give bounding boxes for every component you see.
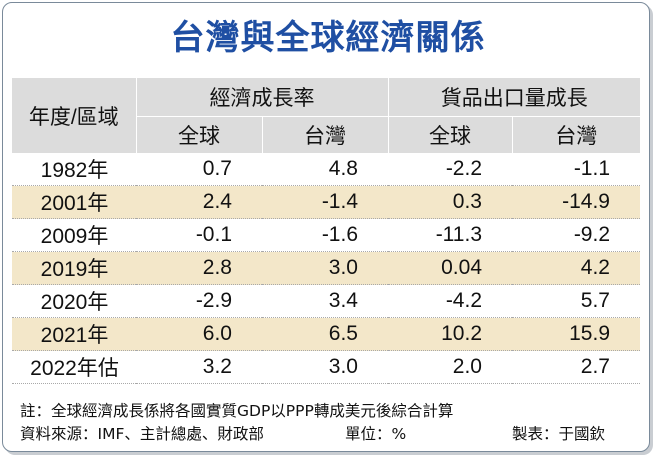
subheader-gdp-taiwan: 台灣: [262, 116, 389, 153]
header-group-gdp-growth: 經濟成長率: [136, 78, 389, 117]
cell-export-global: 0.3: [388, 185, 512, 219]
cell-gdp-global: -2.9: [136, 284, 262, 318]
header-region: 年度/區域: [12, 78, 137, 153]
cell-gdp-taiwan: 3.4: [262, 284, 388, 318]
cell-export-taiwan: 5.7: [512, 284, 640, 318]
cell-gdp-taiwan: 4.8: [262, 153, 388, 186]
table-row: 2001年 2.4 -1.4 0.3 -14.9: [12, 185, 640, 219]
cell-gdp-global: 0.7: [136, 153, 262, 186]
table-row: 2009年 -0.1 -1.6 -11.3 -9.2: [12, 218, 640, 252]
cell-gdp-global: 6.0: [136, 317, 262, 351]
row-year: 2001年: [12, 185, 136, 219]
subheader-gdp-global: 全球: [136, 116, 263, 153]
cell-export-taiwan: 15.9: [512, 317, 640, 351]
table-row: 2019年 2.8 3.0 0.04 4.2: [12, 251, 640, 285]
cell-gdp-global: -0.1: [136, 218, 262, 252]
row-year: 2022年估: [12, 350, 136, 384]
cell-gdp-taiwan: -1.4: [262, 185, 388, 219]
cell-export-global: 2.0: [388, 350, 512, 384]
cell-export-global: -2.2: [388, 153, 512, 186]
table-row: 2022年估 3.2 3.0 2.0 2.7: [12, 350, 640, 384]
data-table: 年度/區域 經濟成長率 貨品出口量成長 全球 台灣 全球 台灣 1982年 0.…: [12, 78, 640, 384]
table-row: 2021年 6.0 6.5 10.2 15.9: [12, 317, 640, 351]
cell-gdp-taiwan: -1.6: [262, 218, 388, 252]
unit-label: 單位：%: [345, 425, 407, 443]
cell-gdp-taiwan: 6.5: [262, 317, 388, 351]
data-source: 資料來源：IMF、主計總處、財政部: [20, 425, 264, 443]
source-line: 資料來源：IMF、主計總處、財政部 單位：% 製表：于國欽: [20, 422, 640, 444]
cell-export-global: 10.2: [388, 317, 512, 351]
footnote: 註：全球經濟成長係將各國實質GDP以PPP轉成美元後綜合計算: [20, 402, 454, 420]
subheader-export-taiwan: 台灣: [512, 116, 640, 153]
cell-export-global: -11.3: [388, 218, 512, 252]
row-year: 2019年: [12, 251, 136, 285]
page-title: 台灣與全球經濟關係: [170, 18, 486, 58]
subheader-export-global: 全球: [388, 116, 513, 153]
table-row: 2020年 -2.9 3.4 -4.2 5.7: [12, 284, 640, 318]
cell-gdp-global: 2.8: [136, 251, 262, 285]
cell-export-taiwan: -14.9: [512, 185, 640, 219]
row-year: 2009年: [12, 218, 136, 252]
cell-gdp-taiwan: 3.0: [262, 350, 388, 384]
cell-export-taiwan: -9.2: [512, 218, 640, 252]
cell-export-global: -4.2: [388, 284, 512, 318]
cell-export-taiwan: 4.2: [512, 251, 640, 285]
cell-gdp-global: 3.2: [136, 350, 262, 384]
cell-export-taiwan: 2.7: [512, 350, 640, 384]
row-year: 2021年: [12, 317, 136, 351]
row-year: 1982年: [12, 153, 136, 186]
table-row: 1982年 0.7 4.8 -2.2 -1.1: [12, 153, 640, 186]
header-group-export-growth: 貨品出口量成長: [388, 78, 640, 117]
cell-export-taiwan: -1.1: [512, 153, 640, 186]
cell-gdp-taiwan: 3.0: [262, 251, 388, 285]
table-author: 製表：于國欽: [512, 425, 606, 443]
cell-gdp-global: 2.4: [136, 185, 262, 219]
cell-export-global: 0.04: [388, 251, 512, 285]
row-year: 2020年: [12, 284, 136, 318]
